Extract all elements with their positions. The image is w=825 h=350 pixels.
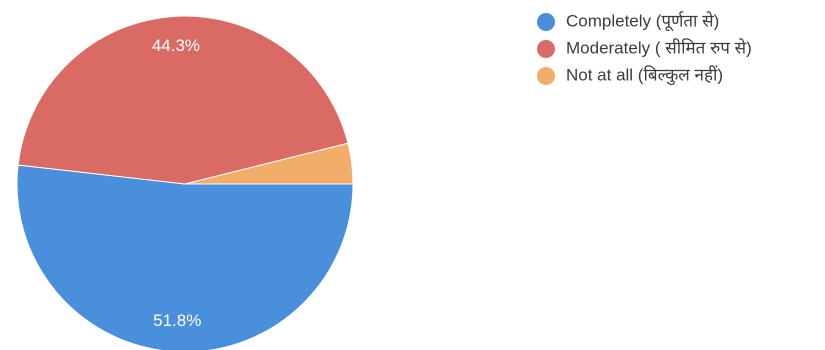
pie-slice-labels: 51.8% 44.3% xyxy=(152,36,201,330)
pie-slice-2 xyxy=(184,142,354,185)
legend-label-2: Not at all (बिल्कुल नहीं) xyxy=(566,64,723,85)
legend: Completely (पूर्णता से) Moderately ( सीमि… xyxy=(537,10,752,85)
legend-swatch-2 xyxy=(537,67,555,85)
legend-label-0: Completely (पूर्णता से) xyxy=(566,10,719,31)
legend-swatch-0 xyxy=(537,13,555,31)
pie-slice-0 xyxy=(16,164,354,350)
legend-label-1: Moderately ( सीमित रुप से) xyxy=(566,37,752,57)
pie-slice-label-1: 44.3% xyxy=(152,36,200,55)
pie-slice-label-0: 51.8% xyxy=(153,311,201,330)
pie-slices xyxy=(16,15,354,350)
legend-swatch-1 xyxy=(537,40,555,58)
pie-slice-1 xyxy=(17,15,349,185)
